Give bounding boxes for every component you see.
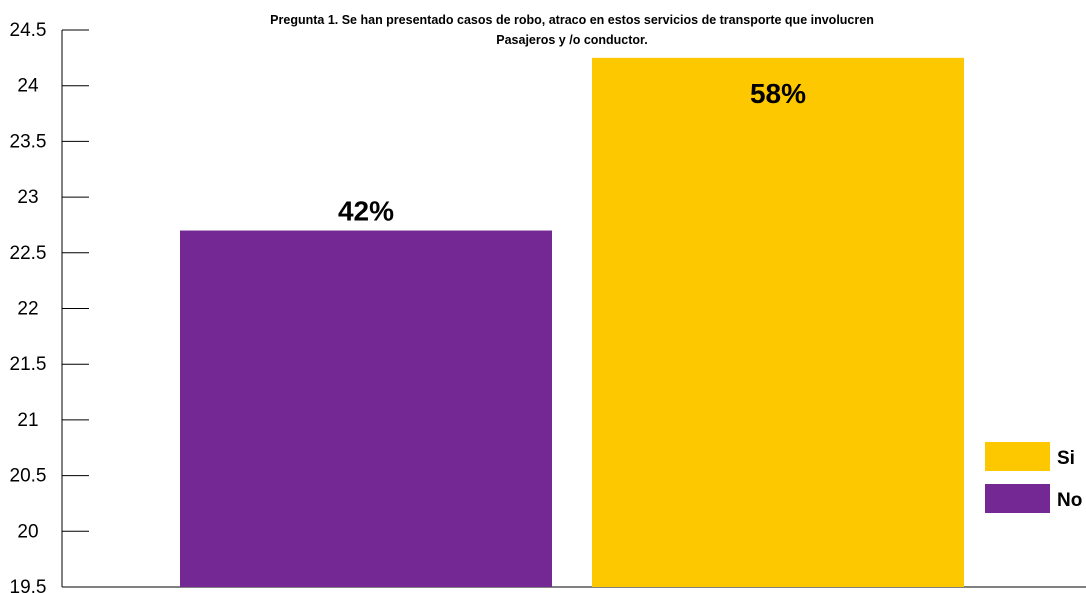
bar-si <box>592 57 964 588</box>
y-tick-label: 24.5 <box>10 20 47 41</box>
bars-group <box>180 57 964 588</box>
chart-subtitle: Pasajeros y /o conductor. <box>496 33 647 47</box>
y-tick-label: 20.5 <box>10 466 47 487</box>
data-labels-group: 42% 58% <box>338 78 806 227</box>
chart-title: Pregunta 1. Se han presentado casos de r… <box>270 13 874 27</box>
y-tick-label: 24 <box>17 76 39 97</box>
bar-no <box>180 230 552 587</box>
y-tick-label: 21 <box>17 410 38 431</box>
y-tick-label: 22 <box>17 299 38 320</box>
data-label-no: 42% <box>338 196 394 227</box>
y-tick-label: 22.5 <box>10 243 47 264</box>
y-tick-label: 19.5 <box>10 577 47 593</box>
legend-label-no: No <box>1057 490 1082 511</box>
y-tick-label: 23.5 <box>10 131 47 152</box>
y-tick-label: 21.5 <box>10 354 47 375</box>
legend: Si No <box>985 442 1082 513</box>
legend-label-si: Si <box>1057 448 1075 469</box>
legend-swatch-si <box>985 442 1050 471</box>
y-axis: 19.5 20 20.5 21 21.5 22 22.5 23 23.5 24 24.5 <box>10 20 89 593</box>
y-tick-label: 23 <box>17 187 38 208</box>
data-label-si: 58% <box>750 78 806 109</box>
legend-swatch-no <box>985 484 1050 513</box>
y-tick-label: 20 <box>17 521 38 542</box>
